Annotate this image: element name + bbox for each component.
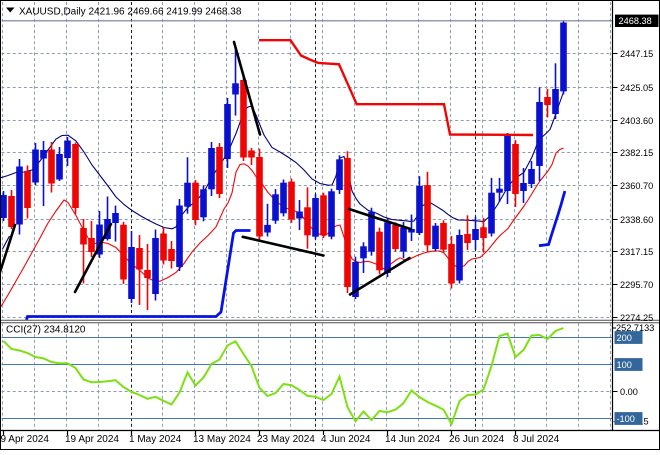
svg-text:19 Apr 2024: 19 Apr 2024 — [65, 434, 119, 445]
svg-text:2403.60: 2403.60 — [620, 116, 653, 126]
svg-text:4 Jun 2024: 4 Jun 2024 — [321, 434, 371, 445]
svg-text:1 May 2024: 1 May 2024 — [129, 434, 182, 445]
svg-text:14 Jun 2024: 14 Jun 2024 — [385, 434, 440, 445]
svg-text:2338.60: 2338.60 — [620, 215, 653, 225]
svg-text:100: 100 — [617, 360, 632, 370]
svg-text:CCI(27) 234.8120: CCI(27) 234.8120 — [6, 325, 86, 336]
svg-text:2317.15: 2317.15 — [620, 247, 653, 257]
svg-text:200: 200 — [617, 333, 632, 343]
svg-text:2425.05: 2425.05 — [620, 83, 653, 93]
svg-text:23 May 2024: 23 May 2024 — [257, 434, 315, 445]
svg-text:XAUUSD,Daily 2421.96 2469.66: XAUUSD,Daily 2421.96 2469.66 2419.99 246… — [19, 7, 242, 18]
svg-text:0.00: 0.00 — [620, 387, 638, 397]
svg-text:2382.15: 2382.15 — [620, 148, 653, 158]
svg-text:2447.15: 2447.15 — [620, 49, 653, 59]
svg-text:9 Apr 2024: 9 Apr 2024 — [1, 434, 50, 445]
svg-text:-100: -100 — [617, 414, 635, 424]
svg-text:13 May 2024: 13 May 2024 — [193, 434, 251, 445]
svg-text:2274.25: 2274.25 — [620, 313, 653, 323]
svg-text:2360.70: 2360.70 — [620, 181, 653, 191]
svg-text:2468.38: 2468.38 — [619, 16, 652, 26]
svg-text:252.7133: 252.7133 — [616, 323, 654, 333]
svg-text:8 Jul 2024: 8 Jul 2024 — [513, 434, 560, 445]
svg-text:2295.70: 2295.70 — [620, 280, 653, 290]
svg-text:26 Jun 2024: 26 Jun 2024 — [449, 434, 504, 445]
